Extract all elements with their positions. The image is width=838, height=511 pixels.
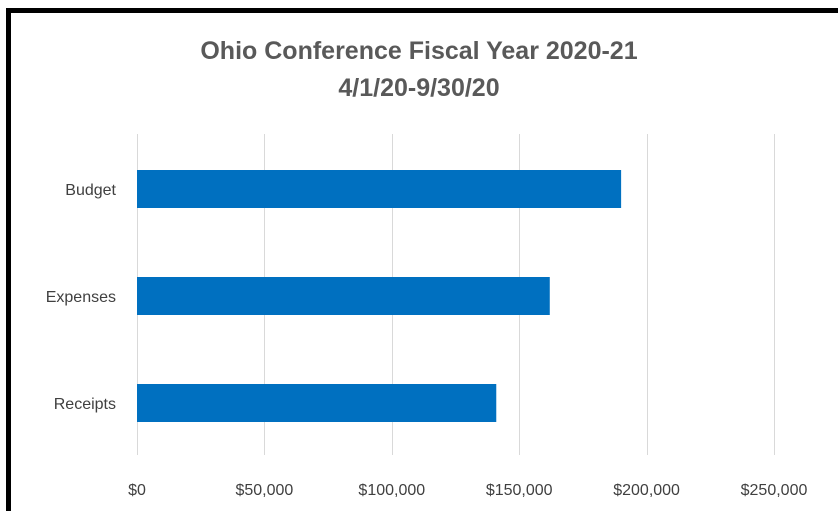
x-tick-label: $100,000 [358, 482, 425, 499]
category-label-budget: Budget [65, 182, 116, 199]
chart-frame [6, 8, 838, 511]
category-label-receipts: Receipts [54, 396, 116, 413]
chart-subtitle: 4/1/20-9/30/20 [338, 74, 500, 102]
category-label-expenses: Expenses [46, 289, 116, 306]
bar-budget [137, 170, 622, 208]
x-tick-label: $0 [128, 482, 146, 499]
x-tick-label: $150,000 [486, 482, 553, 499]
bar-receipts [137, 384, 497, 422]
bars [137, 170, 622, 422]
bar-expenses [137, 277, 550, 315]
x-tick-label: $200,000 [613, 482, 680, 499]
x-tick-labels: $0 $50,000 $100,000 $150,000 $200,000 $250,00… [128, 482, 807, 499]
x-tick-label: $250,000 [741, 482, 808, 499]
chart-title: Ohio Conference Fiscal Year 2020-21 [200, 37, 638, 65]
x-tick-label: $50,000 [235, 482, 293, 499]
category-labels: Budget Expenses Receipts [46, 182, 117, 413]
